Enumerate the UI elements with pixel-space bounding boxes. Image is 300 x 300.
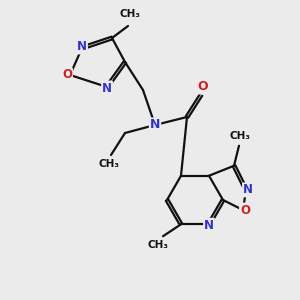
Text: CH₃: CH₃ xyxy=(230,131,250,141)
Text: O: O xyxy=(62,68,72,82)
Text: N: N xyxy=(204,219,214,232)
Text: O: O xyxy=(198,80,208,94)
Text: CH₃: CH₃ xyxy=(148,240,169,250)
Text: N: N xyxy=(150,118,160,131)
Text: CH₃: CH₃ xyxy=(98,159,119,169)
Text: CH₃: CH₃ xyxy=(119,9,140,19)
Text: N: N xyxy=(77,40,87,53)
Text: N: N xyxy=(102,82,112,94)
Text: O: O xyxy=(240,203,250,217)
Text: N: N xyxy=(243,183,253,196)
